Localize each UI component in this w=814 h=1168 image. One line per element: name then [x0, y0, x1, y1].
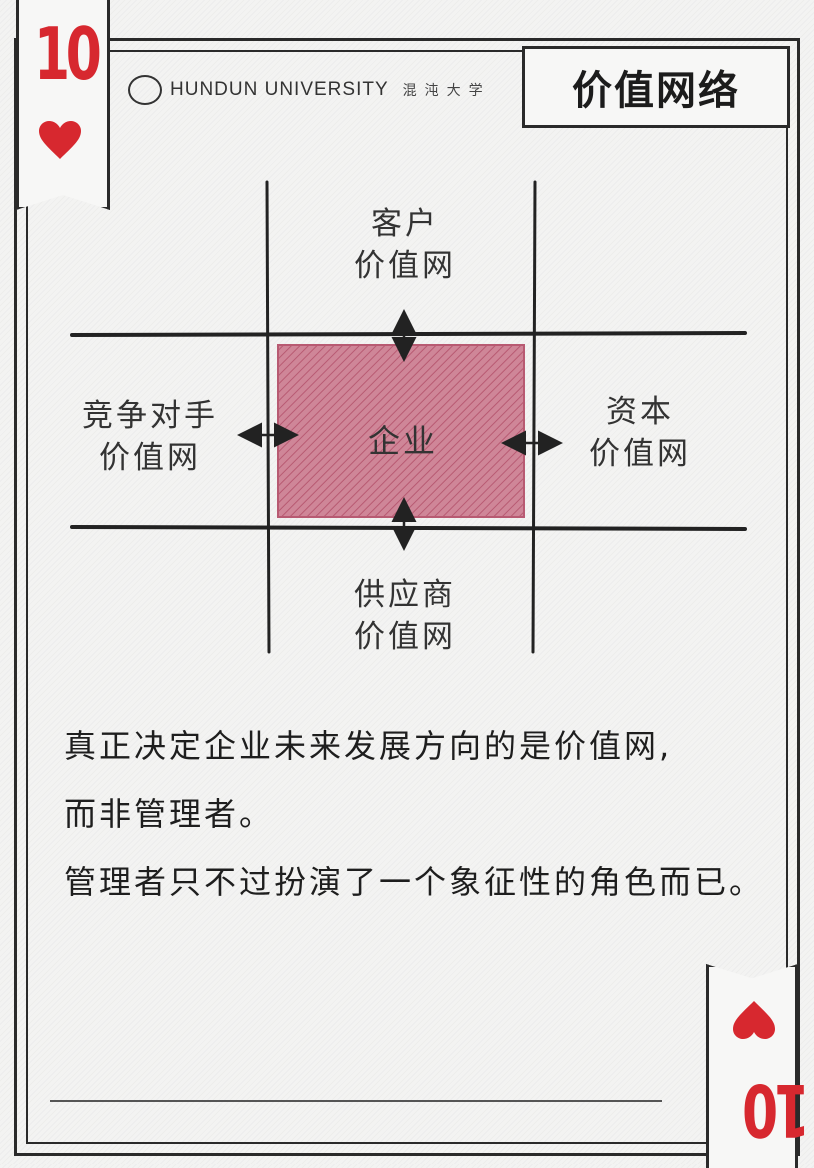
label-line: 资本	[606, 394, 674, 430]
bottom-divider	[50, 1100, 662, 1102]
body-line: 而非管理者。	[64, 795, 275, 833]
enterprise-label: 企业	[367, 422, 438, 460]
label-line: 价值网	[354, 618, 456, 655]
card-title: 价值网络	[572, 68, 740, 114]
label-line: 供应商	[354, 577, 456, 613]
logo-circle-icon	[128, 75, 162, 105]
customer-value-network-label: 客户 价值网	[330, 204, 480, 288]
heart-icon-inverted	[733, 1001, 775, 1039]
title-box: 价值网络	[522, 46, 790, 128]
heart-icon	[39, 121, 81, 159]
label-line: 价值网	[354, 247, 456, 284]
label-line: 价值网	[589, 435, 691, 472]
card-rank-bottom: 10	[746, 1068, 810, 1152]
brand-logo: HUNDUN UNIVERSITY 混沌大学	[128, 75, 491, 105]
body-line: 真正决定企业未来发展方向的是价值网,	[64, 727, 673, 765]
capital-value-network-label: 资本 价值网	[570, 392, 710, 476]
label-line: 客户	[371, 206, 439, 242]
top-left-corner-tab	[16, 0, 110, 210]
body-line: 管理者只不过扮演了一个象征性的角色而已。	[64, 863, 765, 901]
card-outer-frame	[14, 38, 800, 1156]
card-inner-frame	[26, 50, 788, 1144]
label-line: 竞争对手	[82, 398, 218, 434]
supplier-value-network-label: 供应商 价值网	[330, 575, 480, 659]
brand-name-cn: 混沌大学	[402, 83, 491, 99]
card-rank-top: 10	[34, 12, 102, 96]
competitor-value-network-label: 竞争对手 价值网	[62, 396, 238, 480]
body-text: 真正决定企业未来发展方向的是价值网, 而非管理者。 管理者只不过扮演了一个象征性…	[64, 712, 794, 916]
label-line: 价值网	[99, 439, 201, 476]
brand-name-en: HUNDUN UNIVERSITY	[170, 79, 389, 100]
